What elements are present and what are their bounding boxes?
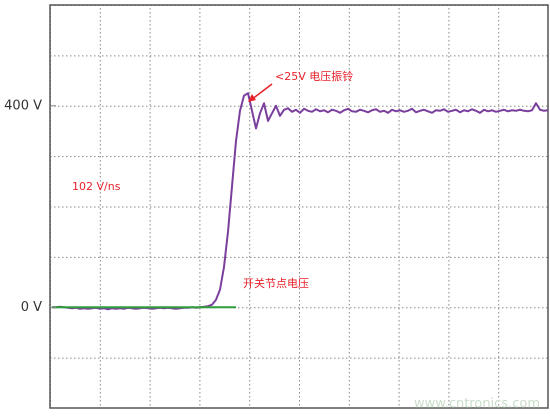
plot-border bbox=[49, 4, 549, 409]
arrow-head bbox=[248, 94, 256, 102]
trace bbox=[52, 92, 549, 311]
y-tick-label: 0 V bbox=[21, 300, 42, 315]
arrow bbox=[250, 83, 273, 101]
slew-rate-label: 102 V/ns bbox=[72, 180, 121, 193]
watermark: www.cntronics.com bbox=[414, 397, 540, 412]
ringing-label: <25V 电压振铃 bbox=[275, 69, 353, 83]
node-label: 开关节点电压 bbox=[243, 276, 309, 290]
y-tick-label: 400 V bbox=[4, 98, 42, 113]
grid bbox=[50, 5, 548, 408]
